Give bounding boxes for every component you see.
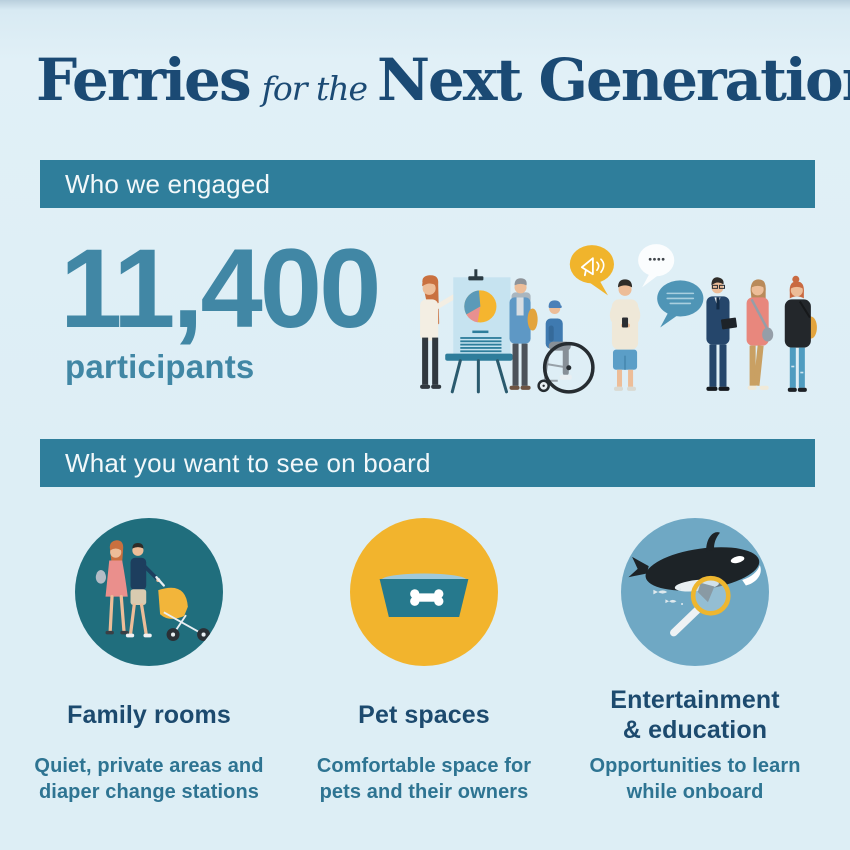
stat-label: participants (65, 348, 255, 386)
text-lines-speech-bubble-icon (657, 280, 704, 328)
presenter-woman-icon (420, 275, 461, 389)
dots-speech-bubble-icon (638, 244, 675, 288)
pet-spaces-circle (350, 518, 498, 666)
businessman-with-tablet-icon (706, 277, 738, 391)
card-description: Opportunities to learn while onboard (589, 755, 801, 803)
card-entertainment-education: Entertainment & education Opportunities … (560, 518, 830, 805)
person-with-phone-icon (609, 279, 641, 391)
woman-with-shoulder-bag-icon (746, 279, 774, 390)
card-family-rooms: Family rooms Quiet, private areas and di… (14, 518, 284, 805)
banner-label: What you want to see on board (65, 448, 431, 478)
man-in-jacket-icon (509, 278, 538, 390)
pet-bowl-icon (379, 573, 469, 617)
card-description: Quiet, private areas and diaper change s… (34, 755, 264, 803)
title-part-3: Next Generation (377, 46, 850, 114)
entertainment-circle (621, 518, 769, 666)
card-pet-spaces: Pet spaces Comfortable space for pets an… (289, 518, 559, 805)
card-heading: Family rooms (67, 700, 231, 729)
card-heading: Pet spaces (358, 700, 490, 729)
woman-with-backpack-icon (784, 275, 817, 392)
card-description: Comfortable space for pets and their own… (316, 755, 532, 803)
title-part-1: Ferries (36, 46, 252, 114)
engagement-illustration-svg (420, 244, 817, 394)
page-title: Ferries for the Next Generation (36, 46, 850, 114)
wheelchair-user-icon (537, 300, 595, 394)
banner-label: Who we engaged (65, 169, 271, 199)
section-banner-what-you-want: What you want to see on board (40, 439, 815, 487)
stat-value: 11,400 (60, 226, 381, 351)
engagement-illustration (398, 232, 836, 407)
family-rooms-circle (75, 518, 223, 666)
orca-with-magnifier-icon (628, 532, 761, 637)
family-with-stroller-icon (95, 540, 211, 642)
title-part-2: for the (261, 69, 368, 108)
participants-stat: 11,400 participants (60, 226, 381, 386)
flipchart-pie-chart-icon (445, 269, 513, 394)
section-banner-who-we-engaged: Who we engaged (40, 160, 815, 208)
megaphone-speech-bubble-icon (569, 245, 614, 296)
card-heading: Entertainment & education (610, 685, 780, 745)
